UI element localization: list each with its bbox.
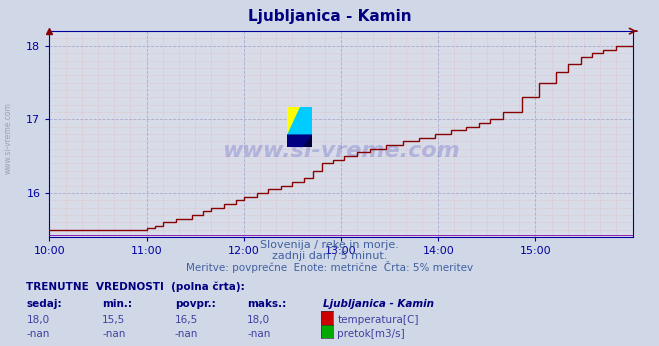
Text: Meritve: povprečne  Enote: metrične  Črta: 5% meritev: Meritve: povprečne Enote: metrične Črta:… — [186, 261, 473, 273]
Text: pretok[m3/s]: pretok[m3/s] — [337, 329, 405, 339]
Polygon shape — [304, 135, 312, 147]
Text: Ljubljanica - Kamin: Ljubljanica - Kamin — [323, 299, 434, 309]
Text: 16,5: 16,5 — [175, 315, 198, 325]
Text: Ljubljanica - Kamin: Ljubljanica - Kamin — [248, 9, 411, 24]
Polygon shape — [287, 135, 312, 147]
Text: www.si-vreme.com: www.si-vreme.com — [222, 140, 460, 161]
Text: zadnji dan / 5 minut.: zadnji dan / 5 minut. — [272, 251, 387, 261]
Text: Slovenija / reke in morje.: Slovenija / reke in morje. — [260, 240, 399, 251]
Text: 18,0: 18,0 — [26, 315, 49, 325]
Text: www.si-vreme.com: www.si-vreme.com — [4, 102, 13, 174]
Text: sedaj:: sedaj: — [26, 299, 62, 309]
Text: -nan: -nan — [175, 329, 198, 339]
Text: min.:: min.: — [102, 299, 132, 309]
Text: TRENUTNE  VREDNOSTI  (polna črta):: TRENUTNE VREDNOSTI (polna črta): — [26, 282, 245, 292]
Text: 15,5: 15,5 — [102, 315, 125, 325]
Polygon shape — [287, 107, 312, 135]
Text: maks.:: maks.: — [247, 299, 287, 309]
Text: temperatura[C]: temperatura[C] — [337, 315, 419, 325]
Text: povpr.:: povpr.: — [175, 299, 215, 309]
Text: -nan: -nan — [102, 329, 125, 339]
Text: 18,0: 18,0 — [247, 315, 270, 325]
Text: -nan: -nan — [26, 329, 49, 339]
Text: -nan: -nan — [247, 329, 270, 339]
Polygon shape — [287, 107, 301, 135]
